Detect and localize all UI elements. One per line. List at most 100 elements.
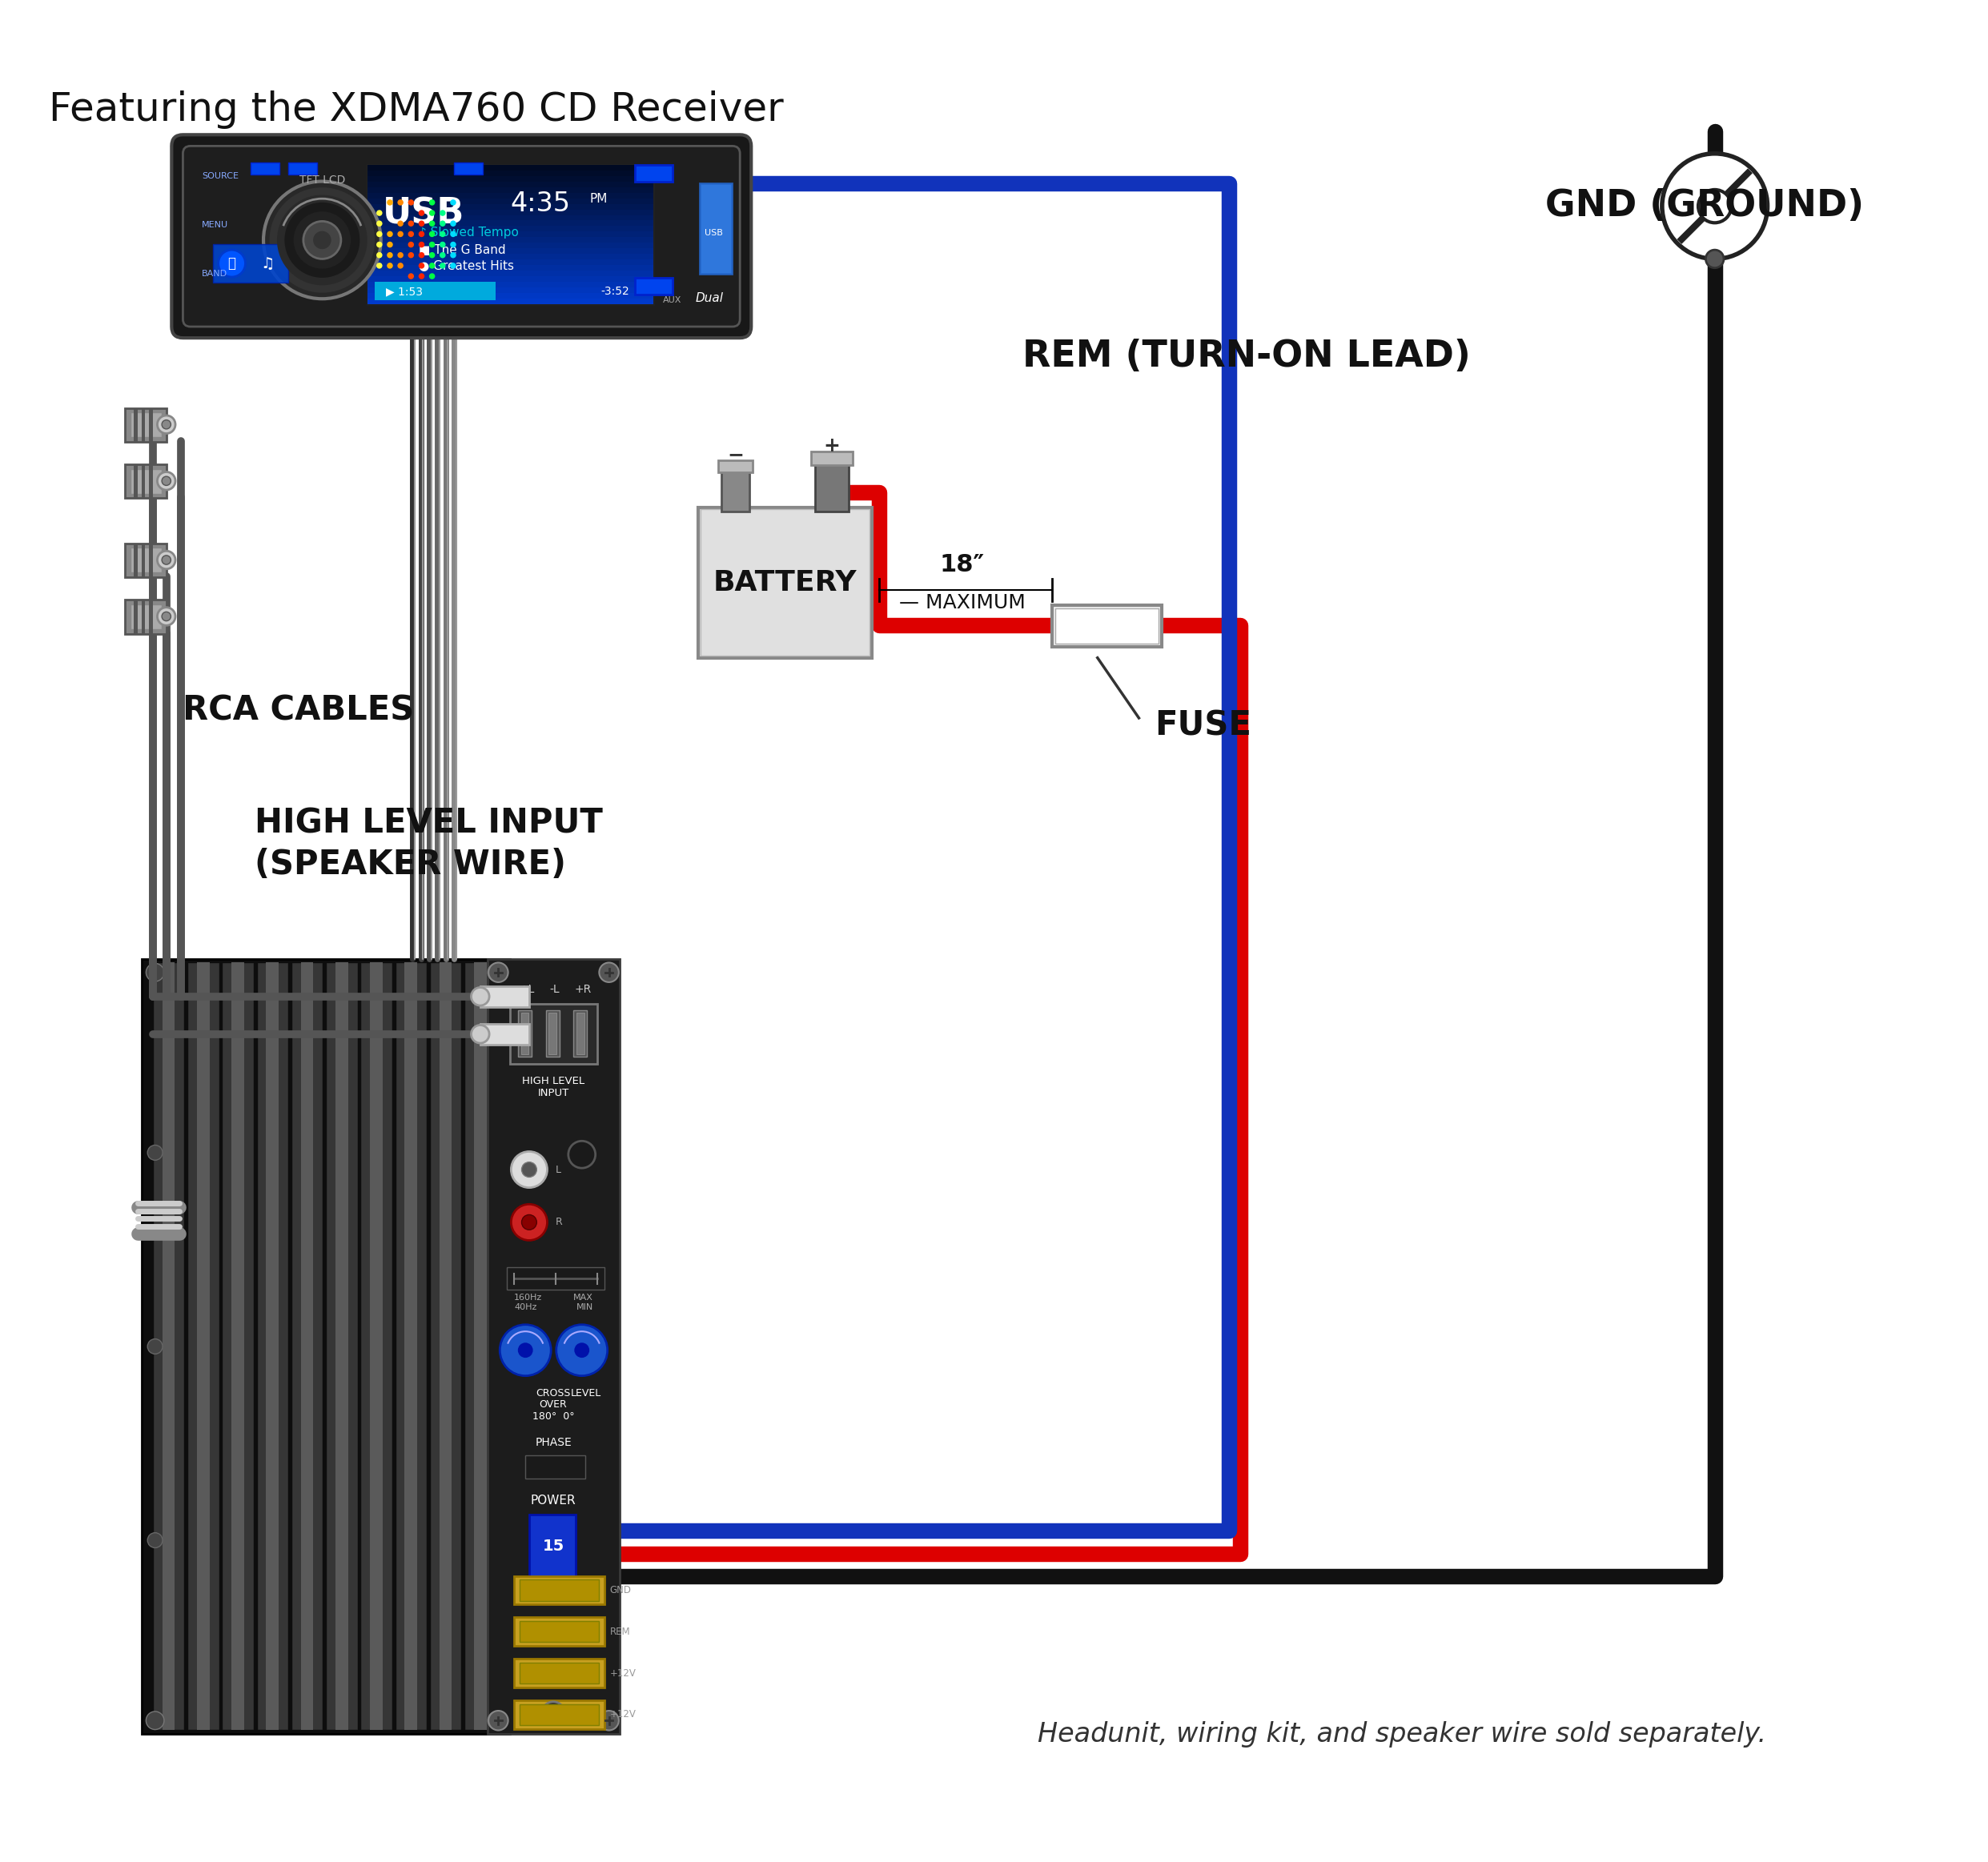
Bar <box>368 225 654 231</box>
Bar <box>141 408 145 441</box>
Circle shape <box>449 199 455 205</box>
Text: USB: USB <box>704 229 724 236</box>
Circle shape <box>147 1145 163 1160</box>
Circle shape <box>157 607 175 626</box>
Bar <box>368 231 654 236</box>
Circle shape <box>471 1026 489 1043</box>
Bar <box>368 248 654 253</box>
Text: -3:52: -3:52 <box>600 285 630 296</box>
Bar <box>515 1700 604 1728</box>
Text: PM: PM <box>588 192 606 205</box>
Circle shape <box>575 1343 588 1357</box>
Bar <box>266 963 278 1730</box>
Bar <box>129 413 161 438</box>
Circle shape <box>521 1214 537 1229</box>
Bar <box>507 1268 604 1290</box>
Text: SOURCE: SOURCE <box>201 171 239 181</box>
Bar <box>213 244 288 283</box>
Bar <box>326 963 358 1730</box>
Text: Headunit, wiring kit, and speaker wire sold separately.: Headunit, wiring kit, and speaker wire s… <box>1038 1720 1765 1747</box>
Bar <box>815 462 849 512</box>
Text: HIGH LEVEL INPUT: HIGH LEVEL INPUT <box>254 806 602 840</box>
Text: -L: -L <box>551 983 561 994</box>
Bar <box>288 162 316 175</box>
Bar <box>702 510 869 655</box>
Circle shape <box>161 421 171 428</box>
Text: L: L <box>555 1164 561 1175</box>
Circle shape <box>429 210 435 216</box>
Bar <box>519 1579 598 1601</box>
Circle shape <box>161 613 171 620</box>
Bar <box>634 166 672 181</box>
Bar <box>368 264 654 270</box>
Bar <box>133 600 137 633</box>
Bar <box>453 162 483 175</box>
Bar <box>519 1622 598 1642</box>
Text: ● Greatest Hits: ● Greatest Hits <box>419 261 513 272</box>
Bar <box>406 963 417 1730</box>
Bar <box>547 1009 559 1058</box>
Bar <box>256 963 288 1730</box>
Circle shape <box>419 220 425 227</box>
Circle shape <box>376 251 382 259</box>
Circle shape <box>419 274 425 279</box>
Bar <box>368 171 654 177</box>
Circle shape <box>294 212 350 268</box>
Bar <box>515 1618 604 1646</box>
Bar <box>368 276 654 281</box>
Circle shape <box>145 963 165 981</box>
Bar <box>811 452 853 466</box>
Bar <box>577 1013 584 1054</box>
Bar <box>521 1013 529 1054</box>
Circle shape <box>471 987 489 1005</box>
Circle shape <box>284 203 360 277</box>
Circle shape <box>449 231 455 236</box>
Bar <box>368 181 654 188</box>
Circle shape <box>398 263 404 268</box>
Bar <box>700 184 732 274</box>
Circle shape <box>511 1151 547 1188</box>
Bar <box>698 506 871 657</box>
Circle shape <box>1706 250 1724 268</box>
Text: POWER: POWER <box>531 1495 577 1506</box>
Circle shape <box>376 263 382 268</box>
Circle shape <box>449 251 455 259</box>
Bar <box>163 963 175 1730</box>
Circle shape <box>439 220 445 227</box>
Bar <box>515 1659 604 1687</box>
Bar <box>368 270 654 276</box>
Bar <box>149 408 153 441</box>
Circle shape <box>569 1141 594 1167</box>
Bar <box>368 175 654 182</box>
Text: ■ The G Band: ■ The G Band <box>419 244 505 255</box>
Bar <box>368 203 654 209</box>
Text: TFT LCD: TFT LCD <box>298 175 346 186</box>
Circle shape <box>429 263 435 268</box>
Text: FUSE: FUSE <box>1155 709 1250 743</box>
Circle shape <box>429 274 435 279</box>
Circle shape <box>487 963 505 981</box>
Bar <box>368 287 654 292</box>
Circle shape <box>314 231 332 250</box>
Bar <box>125 600 167 633</box>
Bar <box>511 1004 596 1065</box>
Bar <box>1056 609 1159 644</box>
Circle shape <box>598 1711 618 1730</box>
Circle shape <box>521 1162 537 1177</box>
Bar <box>519 1704 598 1724</box>
Circle shape <box>145 1711 165 1730</box>
Bar <box>549 1013 557 1054</box>
Text: AUX: AUX <box>662 296 682 304</box>
Circle shape <box>398 220 404 227</box>
Text: Dual: Dual <box>696 292 724 304</box>
Text: 18″: 18″ <box>940 553 984 577</box>
Text: (SPEAKER WIRE): (SPEAKER WIRE) <box>254 847 567 881</box>
Bar <box>368 214 654 220</box>
Circle shape <box>388 231 394 236</box>
Bar <box>125 408 167 441</box>
Circle shape <box>270 188 376 292</box>
Bar <box>141 544 145 577</box>
Bar <box>187 963 219 1730</box>
Text: 15: 15 <box>543 1538 565 1553</box>
Bar <box>465 963 497 1730</box>
